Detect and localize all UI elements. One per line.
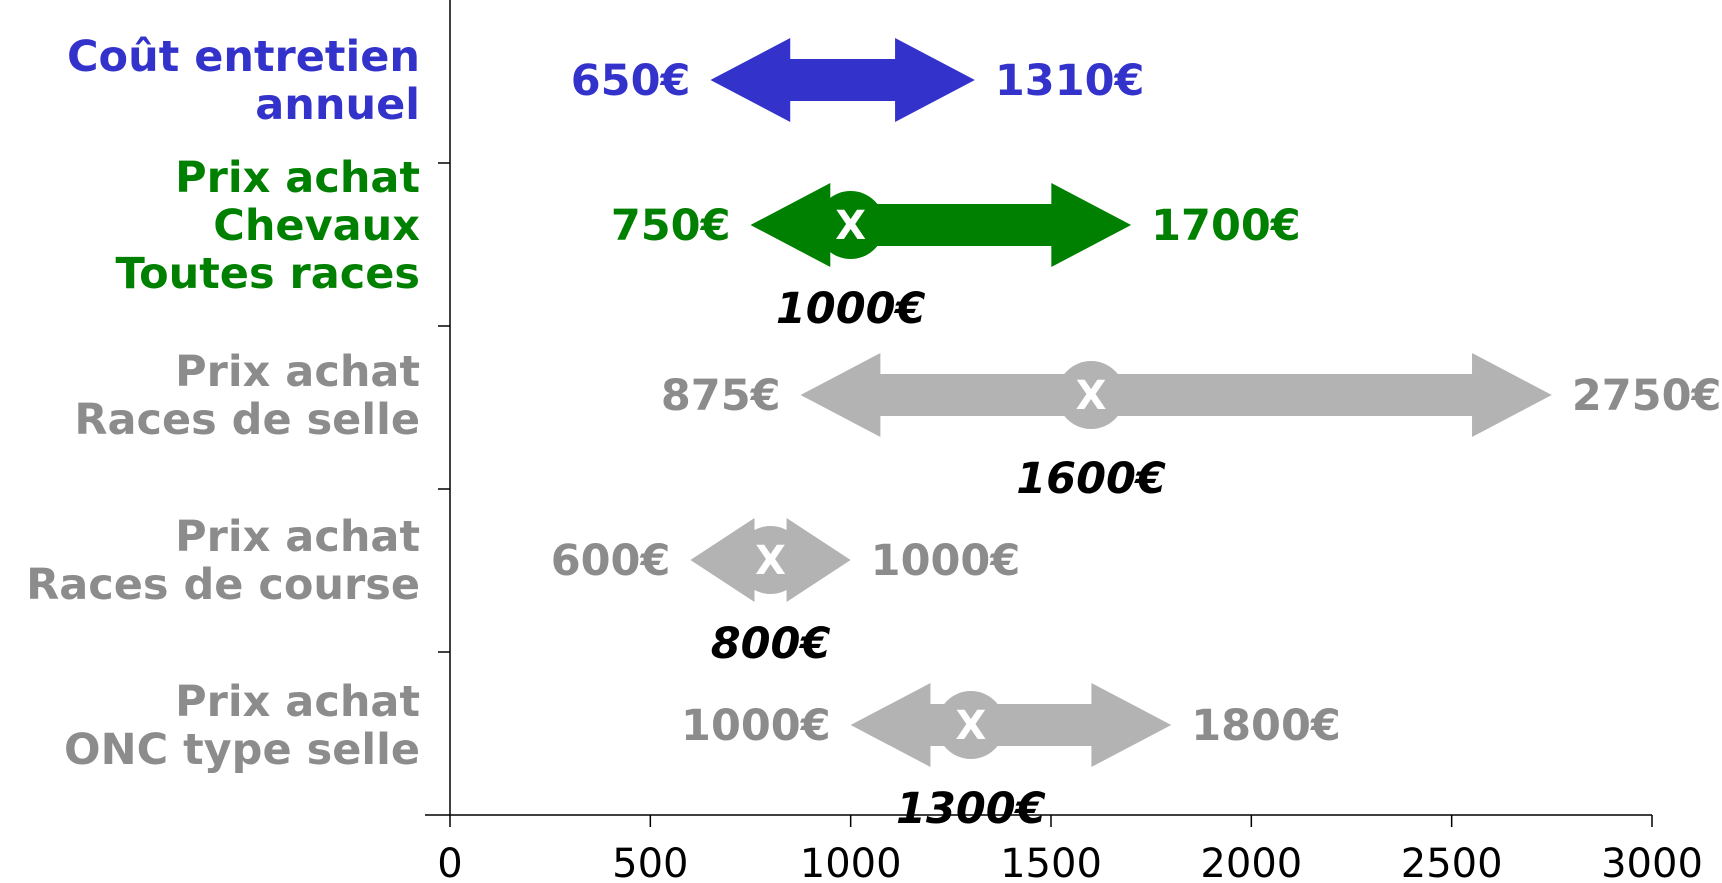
max-value-label: 1310€	[995, 56, 1145, 106]
marker-x: X	[755, 538, 786, 584]
category-label: Prix achat	[175, 153, 420, 203]
max-value-label: 2750€	[1572, 371, 1722, 421]
axes: 0 500 1000 1500 2000 2500 3000	[425, 0, 1703, 883]
marker-circle	[936, 691, 1005, 759]
range-arrow	[850, 683, 1172, 767]
x-tick-label: 0	[437, 841, 462, 883]
marker-circle	[736, 526, 805, 594]
marker-value-label: 1600€	[1016, 454, 1166, 504]
max-value-label: 1000€	[871, 536, 1021, 586]
category-label: Prix achat	[175, 677, 420, 727]
marker-circle	[1057, 361, 1126, 429]
category-label: Prix achat	[175, 512, 420, 562]
category-label: ONC type selle	[64, 725, 420, 775]
marker-x: X	[1076, 373, 1107, 419]
marker-x: X	[955, 703, 986, 749]
marker-circle	[816, 191, 885, 259]
x-tick-label: 1500	[1000, 841, 1102, 883]
marker-value-label: 1000€	[776, 284, 926, 334]
min-value-label: 650€	[571, 56, 691, 106]
marker-value-label: 800€	[711, 619, 831, 669]
category-label: Races de selle	[74, 395, 420, 445]
x-tick-label: 3000	[1601, 841, 1703, 883]
category-label: Chevaux	[213, 201, 420, 251]
min-value-label: 1000€	[681, 701, 831, 751]
category-label: Toutes races	[115, 249, 420, 299]
max-value-label: 1700€	[1151, 201, 1301, 251]
x-tick-label: 2500	[1401, 841, 1503, 883]
range-arrow	[710, 38, 975, 122]
min-value-label: 875€	[661, 371, 781, 421]
x-tick-label: 1000	[800, 841, 902, 883]
min-value-label: 600€	[551, 536, 671, 586]
min-value-label: 750€	[611, 201, 731, 251]
x-tick-label: 500	[612, 841, 688, 883]
marker-value-label: 1300€	[896, 784, 1046, 834]
category-label: Coût entretien	[67, 32, 420, 82]
category-label: Races de course	[26, 560, 420, 610]
range-arrow	[750, 183, 1132, 267]
category-label: Prix achat	[175, 347, 420, 397]
marker-x: X	[835, 203, 866, 249]
range-arrow	[800, 353, 1552, 437]
max-value-label: 1800€	[1191, 701, 1341, 751]
category-label: annuel	[255, 80, 420, 130]
x-tick-label: 2000	[1200, 841, 1302, 883]
